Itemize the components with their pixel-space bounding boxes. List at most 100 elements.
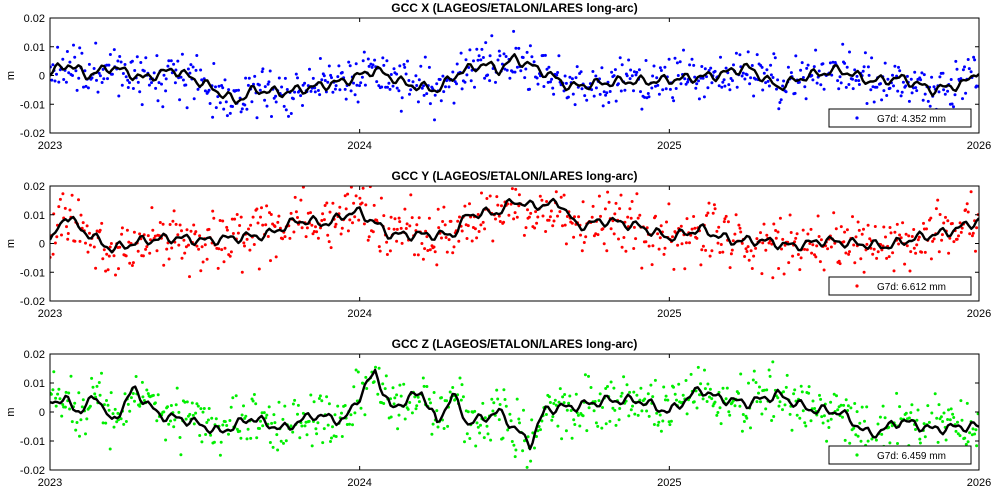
data-point xyxy=(579,233,582,237)
data-point xyxy=(706,86,710,90)
data-point xyxy=(291,97,295,101)
data-point xyxy=(914,428,917,431)
data-point xyxy=(904,84,908,88)
data-point xyxy=(844,398,848,402)
data-point xyxy=(589,386,593,389)
data-point xyxy=(123,63,127,66)
data-point xyxy=(677,382,681,386)
data-point xyxy=(172,425,176,429)
data-point xyxy=(923,435,927,439)
data-point xyxy=(427,397,431,401)
data-point xyxy=(853,68,857,72)
data-point xyxy=(183,251,187,255)
data-point xyxy=(440,236,443,240)
data-point xyxy=(308,67,311,71)
legend-label: G7d: 4.352 mm xyxy=(877,114,946,125)
data-point xyxy=(959,230,963,234)
data-point xyxy=(233,217,237,221)
data-point xyxy=(740,241,744,245)
data-point xyxy=(649,383,653,387)
data-point xyxy=(329,440,332,443)
data-point xyxy=(825,439,829,443)
data-point xyxy=(643,397,647,401)
data-point xyxy=(427,65,431,69)
data-point xyxy=(494,80,497,84)
data-point xyxy=(221,86,225,90)
data-point xyxy=(124,75,128,79)
data-point xyxy=(172,62,176,66)
panel-3: GCC Z (LAGEOS/ETALON/LARES long-arc)m0.0… xyxy=(5,337,991,489)
data-point xyxy=(501,436,505,440)
data-point xyxy=(564,429,568,433)
data-point xyxy=(662,385,666,389)
data-point xyxy=(910,91,914,95)
data-point xyxy=(138,90,142,94)
data-point xyxy=(811,78,815,82)
data-point xyxy=(155,54,159,58)
data-point xyxy=(788,213,792,217)
data-point xyxy=(851,87,855,91)
data-point xyxy=(903,262,907,266)
data-point xyxy=(668,87,672,91)
data-point xyxy=(61,192,65,196)
data-point xyxy=(632,247,636,250)
data-point xyxy=(230,217,234,221)
data-point xyxy=(502,52,506,56)
data-point xyxy=(212,62,216,65)
data-point xyxy=(66,232,70,235)
data-point xyxy=(161,105,165,109)
data-point xyxy=(814,255,818,259)
data-point xyxy=(676,243,680,247)
data-point xyxy=(473,85,476,89)
data-point xyxy=(738,226,742,230)
data-point xyxy=(112,48,116,52)
data-point xyxy=(568,75,572,79)
data-point xyxy=(225,424,229,427)
data-point xyxy=(976,412,979,416)
data-point xyxy=(55,72,58,76)
data-point xyxy=(439,99,443,103)
data-point xyxy=(156,99,160,103)
data-point xyxy=(604,422,608,426)
data-point xyxy=(739,372,743,376)
data-point xyxy=(755,400,759,404)
data-point xyxy=(664,87,668,91)
data-point xyxy=(340,71,344,74)
data-point xyxy=(778,216,782,220)
data-point xyxy=(356,370,360,374)
data-point xyxy=(162,263,166,267)
data-point xyxy=(403,65,407,69)
data-point xyxy=(395,72,399,76)
data-point xyxy=(737,223,741,227)
data-point xyxy=(857,83,861,86)
data-point xyxy=(195,402,199,406)
data-point xyxy=(264,416,268,420)
data-point xyxy=(200,78,204,82)
data-point xyxy=(102,248,106,252)
data-point xyxy=(521,56,525,59)
data-point xyxy=(647,414,651,418)
data-point xyxy=(524,226,528,230)
data-point xyxy=(774,229,778,232)
data-point xyxy=(495,388,499,392)
data-point xyxy=(657,420,661,424)
data-point xyxy=(376,392,380,396)
data-point xyxy=(640,107,644,111)
data-point xyxy=(918,437,922,441)
data-point xyxy=(293,90,297,94)
data-point xyxy=(960,226,964,230)
data-point xyxy=(596,233,600,237)
data-point xyxy=(961,68,965,72)
data-point xyxy=(829,400,833,404)
data-point xyxy=(95,78,98,82)
data-point xyxy=(561,395,565,399)
data-point xyxy=(315,230,319,234)
data-point xyxy=(857,228,861,232)
data-point xyxy=(284,108,288,112)
data-point xyxy=(138,232,142,236)
data-point xyxy=(972,55,976,59)
data-point xyxy=(594,232,598,236)
data-point xyxy=(636,413,640,417)
data-point xyxy=(287,114,290,118)
